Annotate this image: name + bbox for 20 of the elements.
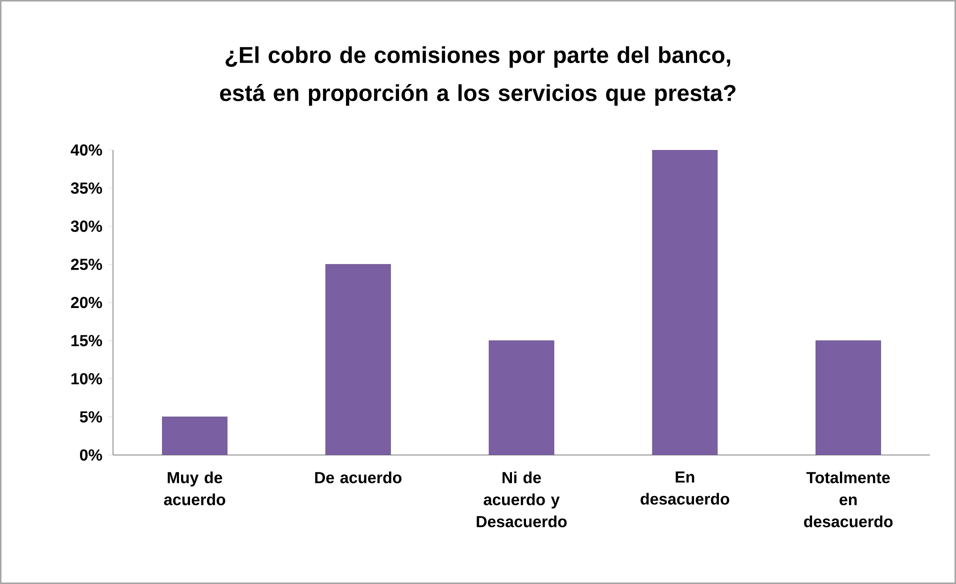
x-tick-label: Ni de acuerdo y Desacuerdo <box>476 472 567 528</box>
x-tick-label: Muy de acuerdo <box>164 472 226 506</box>
x-tick-label: De acuerdo <box>315 472 402 484</box>
bar <box>652 150 718 455</box>
bar <box>162 416 228 455</box>
x-tick-label: Totalmente en desacuerdo <box>804 472 893 528</box>
y-tick-label: 10% <box>71 373 102 384</box>
y-tick-label: 40% <box>70 144 102 156</box>
y-tick-label: 30% <box>70 220 102 232</box>
bar <box>816 340 882 455</box>
y-tick-label: 25% <box>71 258 102 270</box>
y-tick-label: 5% <box>80 411 102 423</box>
y-tick-label: 35% <box>70 182 102 194</box>
chart-title: ¿El cobro de comisiones por parte del banco, está en proporción a los servicios que presta? <box>220 46 736 106</box>
y-tick-label: 0% <box>80 449 102 461</box>
y-tick-label: 15% <box>71 334 102 346</box>
bar <box>325 264 391 455</box>
x-tick-label: En desacuerdo <box>640 472 730 505</box>
y-tick-label: 20% <box>71 296 102 308</box>
bar <box>488 340 554 455</box>
